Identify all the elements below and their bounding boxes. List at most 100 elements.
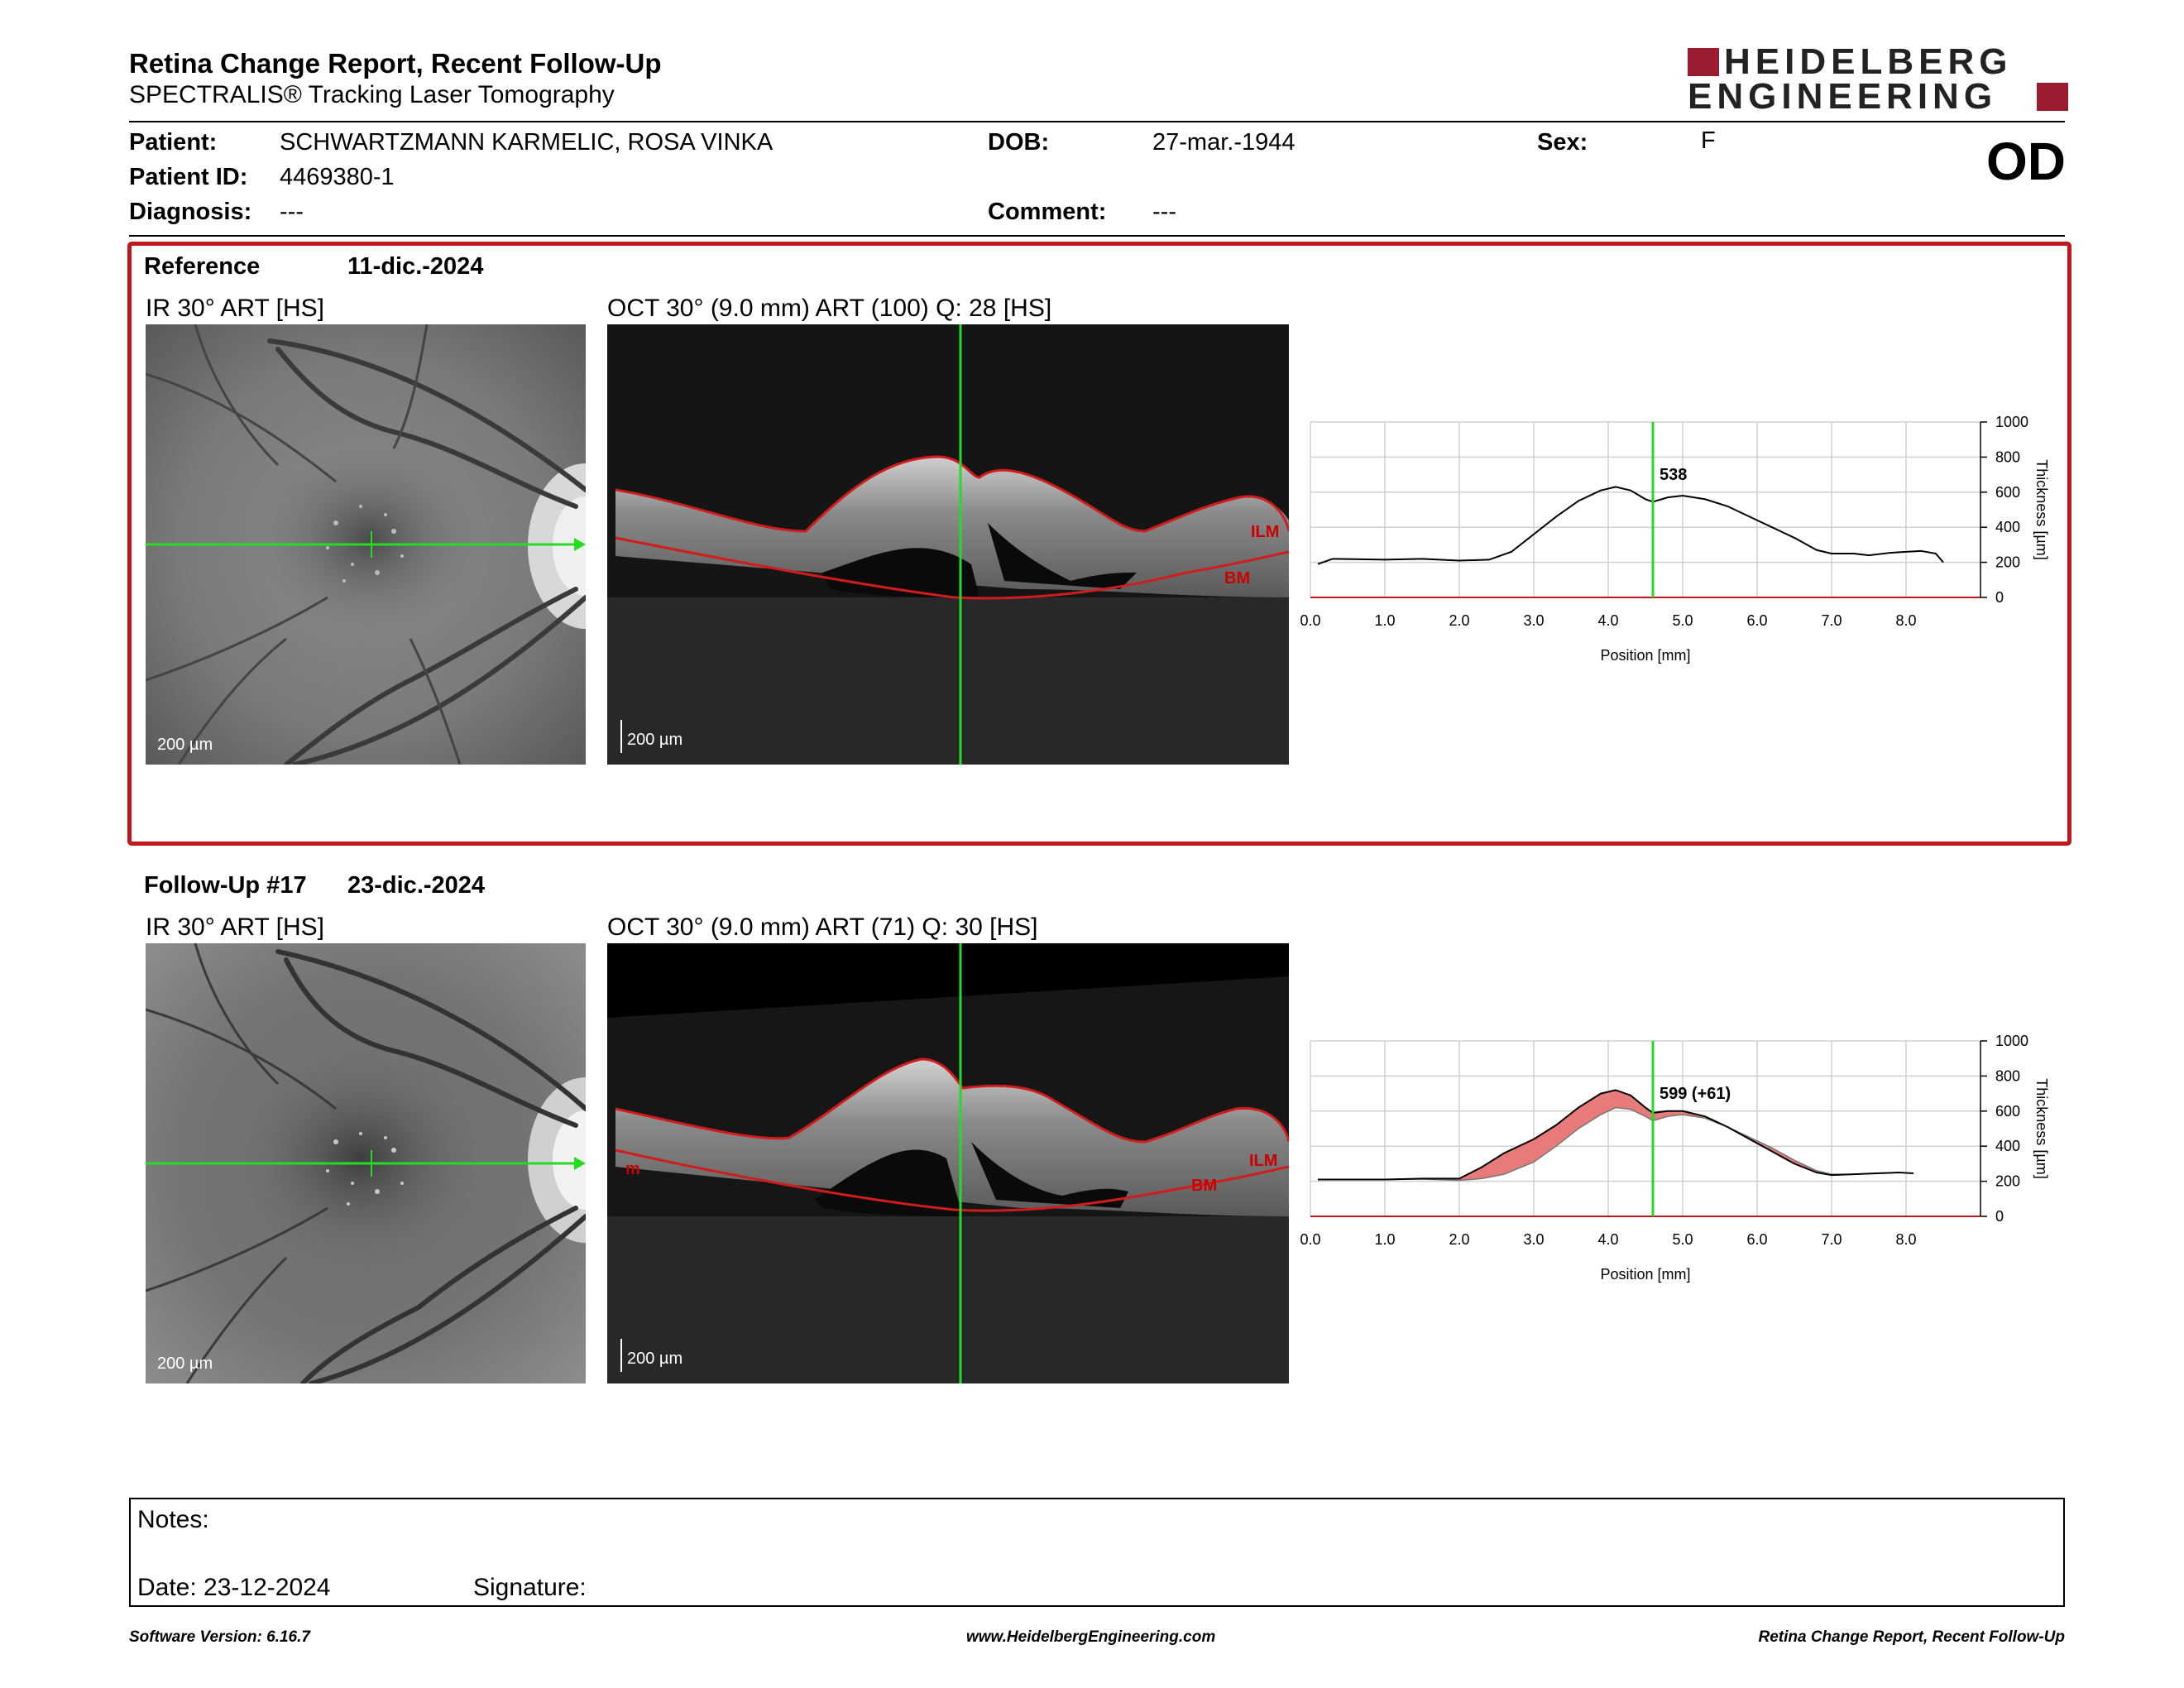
followup-ir-scale: 200 µm (157, 1355, 213, 1373)
followup-chart-xtick-label: 2.0 (1449, 1231, 1469, 1248)
reference-chart-xtick-label: 6.0 (1746, 612, 1767, 629)
reference-chart-xtick-label: 1.0 (1374, 612, 1395, 629)
reference-chart-xtick-label: 5.0 (1672, 612, 1693, 629)
brand-logo: HEIDELBERG ENGINEERING (1688, 41, 2068, 117)
followup-oct-scalebar (620, 1339, 622, 1372)
reference-chart-ylabel: Thickness [µm] (2033, 459, 2050, 559)
followup-bm-line (615, 1149, 1289, 1212)
report-title: Retina Change Report, Recent Follow-Up (129, 48, 662, 79)
reference-chart-xtick-label: 0.0 (1300, 612, 1320, 629)
reference-thickness-chart: 0.0 1.0 2.0 3.0 4.0 5.0 6.0 7.0 8.0 0 200 400 600 800… (1300, 414, 2050, 664)
followup-chart-ytick-label: 1000 (1995, 1033, 2028, 1049)
reference-fundus-svg (146, 324, 586, 765)
reference-chart-ytick-label: 1000 (1995, 414, 2028, 430)
reference-bm-line (615, 536, 1289, 600)
followup-oct-image[interactable]: ILM BM m 200 µm (607, 943, 1289, 1383)
followup-chart-ytick-label: 800 (1995, 1067, 2020, 1084)
reference-chart-xlabel: Position [mm] (1600, 647, 1690, 664)
followup-chart-xtick-label: 8.0 (1895, 1231, 1916, 1248)
patient-id: 4469380-1 (280, 164, 395, 190)
reference-chart-ytick-label: 600 (1995, 484, 2020, 501)
header-rule-bottom (129, 235, 2065, 237)
footer-software-version: Software Version: 6.16.7 (129, 1628, 310, 1646)
followup-im-label: m (625, 1160, 640, 1178)
followup-chart-ytick-label: 200 (1995, 1173, 2020, 1190)
reference-chart-cursor-label: 538 (1660, 466, 1687, 484)
sex-label: Sex: (1537, 129, 1588, 156)
reference-ilm-label: ILM (1251, 523, 1280, 541)
comment-label: Comment: (988, 199, 1107, 225)
followup-chart-xtick-label: 7.0 (1821, 1231, 1842, 1248)
logo-square-top (1688, 48, 1719, 76)
patient-id-label: Patient ID: (129, 164, 248, 190)
reference-oct-scale: 200 µm (627, 731, 683, 749)
notes-label: Notes: (137, 1506, 209, 1533)
comment-value: --- (1152, 199, 1176, 225)
followup-ilm-line (615, 1057, 1289, 1144)
scan-arrow-icon (574, 538, 586, 551)
followup-chart-ytick-label: 400 (1995, 1138, 2020, 1154)
reference-chart-xtick-label: 7.0 (1821, 612, 1842, 629)
dob-label: DOB: (988, 129, 1050, 156)
header-rule-top (129, 121, 2065, 122)
notes-box[interactable]: Notes: Date: 23-12-2024 Signature: (129, 1498, 2065, 1607)
followup-chart-ytick-label: 0 (1995, 1208, 2004, 1225)
sex-value: F (1701, 127, 1716, 154)
dob-value: 27-mar.-1944 (1152, 129, 1296, 156)
reference-date: 11-dic.-2024 (347, 253, 484, 280)
followup-chart-xtick-label: 6.0 (1746, 1231, 1767, 1248)
report-subtitle: SPECTRALIS® Tracking Laser Tomography (129, 81, 615, 108)
followup-oct-title: OCT 30° (9.0 mm) ART (71) Q: 30 [HS] (607, 914, 1038, 941)
signature-label: Signature: (473, 1574, 587, 1601)
footer-report-name: Retina Change Report, Recent Follow-Up (1758, 1628, 2065, 1646)
brand-line-1: HEIDELBERG (1724, 41, 2013, 82)
reference-ir-scale: 200 µm (157, 736, 213, 754)
reference-oct-image[interactable]: ILM BM 200 µm (607, 324, 1289, 765)
reference-chart-xtick-label: 3.0 (1523, 612, 1544, 629)
followup-chart-reference-line (1318, 1106, 1914, 1182)
diagnosis-value: --- (280, 199, 304, 225)
logo-square-bottom (2037, 83, 2068, 111)
reference-bm-label: BM (1224, 569, 1251, 587)
followup-chart-ytick-label: 600 (1995, 1103, 2020, 1120)
followup-chart-xlabel: Position [mm] (1600, 1266, 1690, 1283)
notes-date: Date: 23-12-2024 (137, 1574, 331, 1601)
reference-frame (127, 242, 2071, 846)
followup-chart-xtick-label: 5.0 (1672, 1231, 1693, 1248)
diagnosis-label: Diagnosis: (129, 199, 252, 225)
followup-label: Follow-Up #17 (144, 872, 307, 899)
followup-oct-scale: 200 µm (627, 1350, 683, 1368)
scan-arrow-icon (574, 1157, 586, 1170)
followup-chart-xtick-label: 3.0 (1523, 1231, 1544, 1248)
reference-oct-scalebar (620, 720, 622, 753)
reference-chart-ytick-label: 400 (1995, 519, 2020, 535)
reference-chart-thickness-line (1317, 486, 1944, 565)
followup-fundus-svg (146, 943, 586, 1383)
followup-chart-change-area (1318, 1090, 1913, 1181)
followup-date: 23-dic.-2024 (347, 872, 486, 899)
brand-line-2: ENGINEERING (1688, 76, 1998, 117)
reference-chart-xtick-label: 4.0 (1597, 612, 1618, 629)
patient-label: Patient: (129, 129, 218, 156)
followup-chart-cursor-label: 599 (+61) (1660, 1085, 1731, 1103)
followup-bm-label: BM (1191, 1177, 1218, 1195)
footer-website[interactable]: www.HeidelbergEngineering.com (966, 1628, 1216, 1646)
followup-chart-ylabel: Thickness [µm] (2033, 1078, 2050, 1178)
followup-oct-svg (607, 943, 1289, 1383)
reference-chart-xtick-label: 8.0 (1895, 612, 1916, 629)
reference-chart-xtick-label: 2.0 (1449, 612, 1469, 629)
followup-thickness-chart: 0.0 1.0 2.0 3.0 4.0 5.0 6.0 7.0 8.0 0 200 400 600 800… (1300, 1033, 2050, 1283)
reference-oct-title: OCT 30° (9.0 mm) ART (100) Q: 28 [HS] (607, 295, 1052, 322)
eye-indicator: OD (1986, 132, 2066, 191)
followup-ir-image[interactable]: 200 µm (146, 943, 586, 1383)
reference-ir-title: IR 30° ART [HS] (146, 295, 324, 322)
reference-ilm-line (615, 455, 1289, 533)
reference-chart-ytick-label: 200 (1995, 554, 2020, 571)
followup-chart-thickness-line (1318, 1089, 1914, 1181)
reference-ir-image[interactable]: 200 µm (146, 324, 586, 765)
followup-chart-xtick-label: 4.0 (1597, 1231, 1618, 1248)
reference-oct-svg (607, 324, 1289, 765)
reference-chart-ytick-label: 0 (1995, 589, 2004, 606)
reference-label: Reference (144, 253, 261, 280)
patient-name: SCHWARTZMANN KARMELIC, ROSA VINKA (280, 129, 774, 156)
